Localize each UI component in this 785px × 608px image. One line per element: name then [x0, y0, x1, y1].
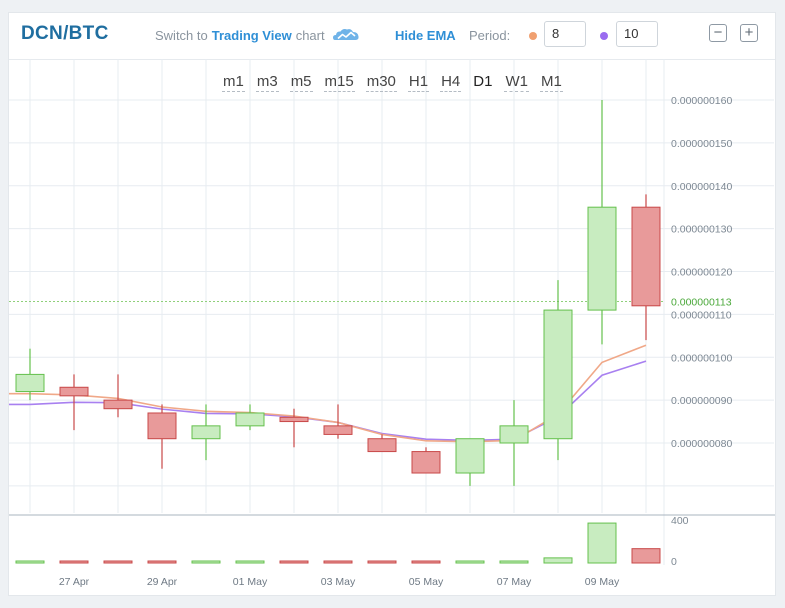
volume-bar [279, 560, 309, 564]
timeframe-m30[interactable]: m30 [365, 73, 397, 92]
y-tick-label: 0.000000090 [671, 395, 732, 407]
trading-view-icon[interactable] [332, 27, 360, 43]
y-tick-label: 0.000000130 [671, 224, 732, 236]
volume-bar [59, 560, 89, 564]
current-price-label: 0.000000113 [671, 297, 732, 309]
timeframe-h4[interactable]: H4 [440, 73, 462, 92]
y-tick-label: 0.000000160 [671, 95, 732, 107]
volume-tick-label: 0 [671, 556, 677, 568]
period-label: Period: [469, 28, 511, 43]
ema-slow-color-dot [600, 32, 608, 40]
chart-header: DCN/BTC Switch to Trading View chart Hid… [9, 13, 775, 60]
chart-panel: DCN/BTC Switch to Trading View chart Hid… [8, 12, 776, 596]
switch-prefix: Switch to [155, 27, 208, 43]
x-tick-label: 07 May [497, 576, 532, 588]
x-tick-label: 09 May [585, 576, 620, 588]
y-tick-label: 0.000000120 [671, 267, 732, 279]
candle-body-up [235, 412, 265, 427]
volume-bar [15, 560, 45, 564]
y-tick-label: 0.000000140 [671, 181, 732, 193]
switch-suffix: chart [295, 27, 325, 43]
zoom-out-button[interactable]: − [709, 24, 727, 42]
timeframe-m5[interactable]: m5 [289, 73, 313, 92]
volume-bar [587, 522, 617, 564]
timeframe-m15[interactable]: m15 [323, 73, 355, 92]
candle-body-up [543, 309, 573, 440]
volume-bar [103, 560, 133, 564]
volume-bar [235, 560, 265, 564]
ema-fast-period-input[interactable]: 8 [544, 21, 586, 47]
y-tick-label: 0.000000150 [671, 138, 732, 150]
candle-body-down [147, 412, 177, 440]
volume-bar [323, 560, 353, 564]
candle-body-down [59, 386, 89, 397]
volume-bar [147, 560, 177, 564]
candle-body-up [587, 206, 617, 311]
volume-bar [499, 560, 529, 564]
x-tick-label: 27 Apr [59, 576, 90, 588]
volume-bar [367, 560, 397, 564]
timeframe-selector: m1 m3 m5 m15 m30 H1 H4 D1 W1 M1 [222, 73, 574, 92]
x-tick-label: 03 May [321, 576, 356, 588]
candle-body-up [455, 438, 485, 474]
volume-bar [631, 548, 661, 564]
volume-bar [411, 560, 441, 564]
candlestick-chart[interactable]: 0.000000080 0.000000090 0.000000100 0.00000… [9, 13, 775, 595]
timeframe-h1[interactable]: H1 [407, 73, 430, 92]
pair-title: DCN/BTC [21, 23, 109, 44]
candle-body-up [191, 425, 221, 440]
y-tick-label: 0.000000080 [671, 438, 732, 450]
volume-bar [191, 560, 221, 564]
candle-body-down [411, 451, 441, 474]
y-tick-label: 0.000000110 [671, 309, 732, 321]
hide-ema-button[interactable]: Hide EMA [395, 28, 456, 43]
volume-tick-label: 400 [671, 515, 689, 527]
volume-bar [455, 560, 485, 564]
candle-body-down [631, 206, 661, 307]
x-tick-label: 01 May [233, 576, 268, 588]
candle-body-down [279, 416, 309, 423]
timeframe-m3[interactable]: m3 [255, 73, 279, 92]
ema-fast-color-dot [529, 32, 537, 40]
x-tick-label: 05 May [409, 576, 444, 588]
y-tick-label: 0.000000100 [671, 352, 732, 364]
candle-body-up [499, 425, 529, 444]
trading-view-label[interactable]: Trading View [211, 27, 292, 43]
x-tick-label: 29 Apr [147, 576, 178, 588]
volume-bar [543, 557, 573, 564]
timeframe-m1[interactable]: M1 [539, 73, 563, 92]
ema-fast-line [9, 344, 647, 443]
candle-body-down [367, 438, 397, 453]
zoom-in-button[interactable]: + [740, 24, 758, 42]
timeframe-m1[interactable]: m1 [222, 73, 245, 92]
candle-body-down [323, 425, 353, 435]
timeframe-d1[interactable]: D1 [473, 73, 493, 90]
timeframe-w1[interactable]: W1 [504, 73, 529, 92]
candle-body-down [103, 399, 133, 410]
candle-body-up [15, 373, 45, 393]
ema-slow-period-input[interactable]: 10 [616, 21, 658, 47]
switch-chart-link[interactable]: Switch to Trading View chart [155, 27, 360, 43]
